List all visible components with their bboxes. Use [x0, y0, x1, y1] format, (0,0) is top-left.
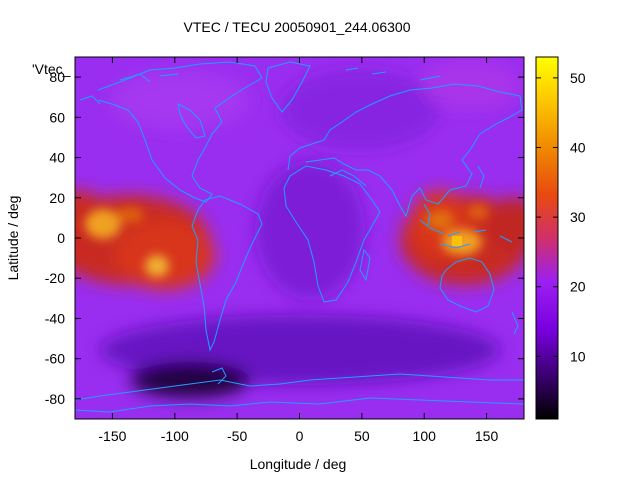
- colorbar-tick-label: 40: [570, 140, 586, 156]
- chart-title: VTEC / TECU 20050901_244.06300: [183, 19, 410, 35]
- colorbar-tick-label: 50: [570, 70, 586, 86]
- y-tick-label: 0: [57, 230, 65, 246]
- y-tick-label: 20: [49, 190, 65, 206]
- colorbar-tick-label: 20: [570, 279, 586, 295]
- x-tick-label: 0: [296, 428, 304, 444]
- y-axis: -80 -60 -40 -20 0 20 40 60 80: [45, 69, 524, 407]
- y-tick-label: 80: [49, 69, 65, 85]
- colorbar-tick-label: 10: [570, 348, 586, 364]
- y-tick-label: 60: [49, 109, 65, 125]
- y-tick-label: -40: [45, 310, 65, 326]
- y-axis-label: Latitude / deg: [5, 196, 21, 281]
- x-tick-label: -50: [227, 428, 247, 444]
- colorbar-tick-label: 30: [570, 209, 586, 225]
- y-tick-label: 40: [49, 150, 65, 166]
- colorbar: [535, 56, 559, 420]
- x-axis: -150 -100 -50 0 50 100 150: [98, 57, 498, 444]
- y-tick-label: -80: [45, 391, 65, 407]
- y-tick-label: -60: [45, 351, 65, 367]
- heatmap-field: [75, 57, 524, 419]
- x-tick-label: -100: [161, 428, 189, 444]
- coastlines: [75, 61, 524, 413]
- series-key-label: 'Vtec_: [32, 61, 71, 77]
- colorbar-axis: 10 20 30 40 50: [536, 70, 586, 364]
- y-tick-label: -20: [45, 270, 65, 286]
- x-axis-label: Longitude / deg: [250, 456, 347, 472]
- x-tick-label: 150: [475, 428, 499, 444]
- x-tick-label: 50: [354, 428, 370, 444]
- x-tick-label: 100: [413, 428, 437, 444]
- x-tick-label: -150: [98, 428, 126, 444]
